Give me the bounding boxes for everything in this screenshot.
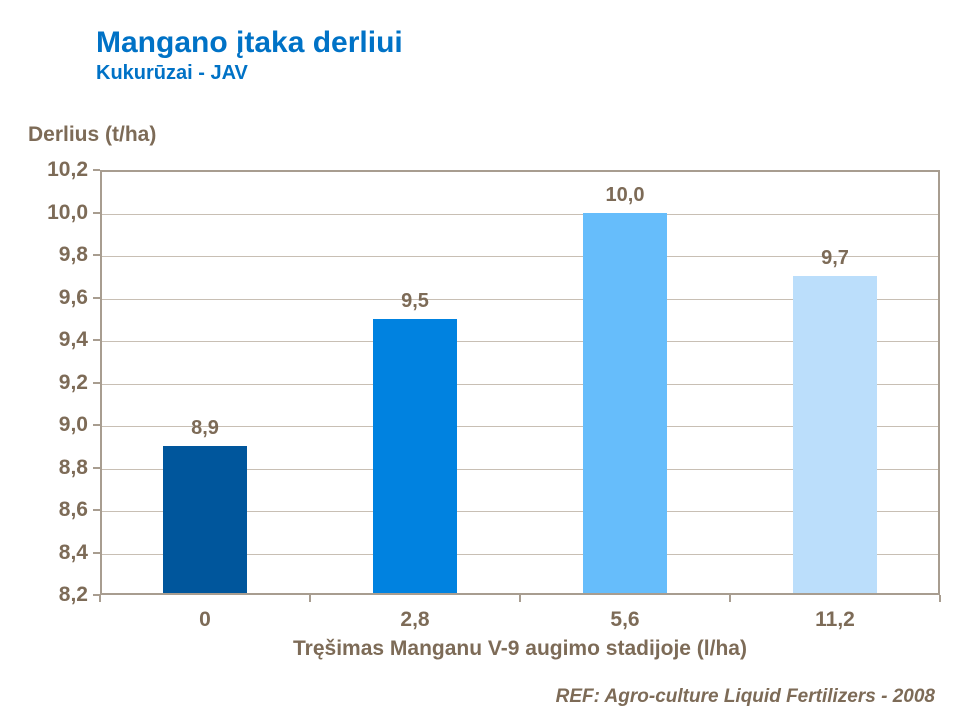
y-tick-mark (93, 339, 100, 341)
y-tick-mark (93, 296, 100, 299)
x-category-label: 11,2 (815, 608, 855, 631)
y-tick-mark (93, 594, 100, 596)
y-tick-label: 8,8 (58, 455, 88, 479)
y-gridline (102, 298, 938, 300)
bar-11,2 (793, 276, 877, 593)
chart-subtitle: Kukurūzai - JAV (96, 62, 248, 84)
y-tick-label: 9,8 (58, 243, 88, 266)
y-axis-title: Derlius (t/ha) (28, 123, 157, 146)
x-tick-mark (519, 595, 521, 602)
bar-value-label: 9,7 (821, 247, 849, 270)
y-tick-mark (93, 551, 100, 554)
bar-5,6 (583, 212, 667, 593)
x-category-label: 5,6 (610, 608, 640, 631)
y-gridline (102, 426, 938, 427)
y-tick-label: 9,0 (58, 413, 88, 436)
y-tick-mark (93, 509, 100, 511)
y-tick-label: 8,2 (58, 583, 88, 606)
x-category-label: 0 (199, 608, 211, 631)
y-tick-label: 10,2 (47, 158, 88, 181)
bar-2,8 (373, 318, 457, 593)
y-gridline (102, 256, 938, 257)
y-gridline (102, 383, 938, 385)
y-gridline (102, 553, 938, 555)
x-axis-title: Tręšimas Manganu V-9 augimo stadijoje (l… (293, 637, 747, 660)
y-tick-label: 10,0 (47, 200, 88, 224)
x-tick-mark (939, 595, 941, 602)
y-gridline (102, 341, 938, 342)
y-tick-label: 8,6 (58, 498, 88, 521)
y-tick-mark (93, 381, 100, 384)
bar-0 (163, 446, 247, 593)
y-tick-mark (93, 466, 100, 469)
y-gridline (102, 468, 938, 470)
chart-title: Mangano įtaka derliui (96, 26, 403, 59)
y-tick-mark (93, 211, 100, 214)
bar-value-label: 10,0 (605, 183, 645, 206)
y-tick-label: 9,4 (58, 328, 88, 351)
y-gridline (102, 511, 938, 512)
reference-text: REF: Agro-culture Liquid Fertilizers - 2… (555, 686, 935, 707)
y-tick-label: 9,2 (58, 370, 88, 394)
x-tick-mark (729, 595, 731, 602)
y-tick-mark (93, 169, 100, 171)
x-tick-mark (309, 595, 311, 602)
x-tick-mark (99, 595, 101, 602)
x-category-label: 2,8 (400, 608, 430, 631)
y-tick-label: 9,6 (58, 285, 88, 309)
y-gridline (102, 213, 938, 215)
y-tick-mark (93, 424, 100, 426)
bar-value-label: 8,9 (191, 417, 219, 440)
y-tick-label: 8,4 (58, 540, 88, 564)
bar-value-label: 9,5 (401, 289, 429, 312)
y-tick-mark (93, 254, 100, 256)
